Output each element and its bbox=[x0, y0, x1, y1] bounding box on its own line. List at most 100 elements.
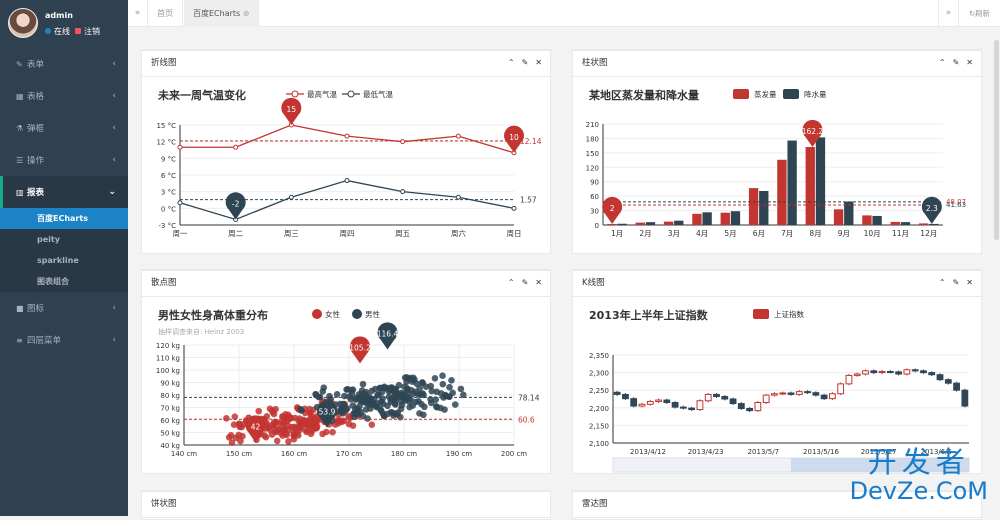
scatter-point-male bbox=[431, 375, 439, 382]
scatter-point-male bbox=[439, 380, 447, 388]
y-tick-label: 180 bbox=[586, 135, 599, 143]
x-tick-label: 2013/6/5 bbox=[921, 448, 952, 456]
wrench-icon[interactable]: ✎ bbox=[952, 278, 960, 287]
average-label: 1.57 bbox=[520, 196, 537, 205]
candle bbox=[630, 398, 638, 407]
scatter-point-female bbox=[304, 417, 311, 425]
menu-item-icons[interactable]: ■ 图标 ‹ bbox=[0, 292, 128, 324]
scatter-point-male bbox=[448, 377, 455, 384]
user-status: 在线 注销 bbox=[45, 26, 100, 37]
panel-title: 雷达图 bbox=[582, 499, 608, 509]
scatter-point-male bbox=[427, 382, 435, 390]
menu-label: 图标 bbox=[27, 304, 45, 314]
data-point bbox=[177, 200, 183, 206]
menu-item-four-level[interactable]: ≡ 四层菜单 ‹ bbox=[0, 324, 128, 356]
menu-item-form[interactable]: ✎ 表单 ‹ bbox=[0, 48, 128, 80]
scatter-point-female bbox=[228, 439, 236, 446]
y-tick-label: 9 °C bbox=[161, 155, 176, 163]
scatter-point-male bbox=[345, 393, 353, 400]
y-tick-label: 60 bbox=[590, 193, 599, 201]
y-tick-label: 70 kg bbox=[160, 405, 180, 413]
x-tick-label: 6月 bbox=[753, 229, 765, 238]
x-tick-label: 12月 bbox=[920, 229, 937, 238]
double-left-icon: « bbox=[134, 8, 141, 18]
refresh-button[interactable]: ↻刷新 bbox=[958, 0, 1000, 27]
menu-item-operation[interactable]: ☰ 操作 ‹ bbox=[0, 144, 128, 176]
close-icon[interactable]: ✕ bbox=[966, 278, 973, 287]
bar bbox=[890, 221, 900, 225]
scatter-point-female bbox=[368, 421, 376, 428]
collapse-icon[interactable]: ⌃ bbox=[938, 58, 946, 67]
y-tick-label: 120 kg bbox=[156, 342, 180, 350]
scatter-point-male bbox=[377, 406, 384, 413]
wrench-icon[interactable]: ✎ bbox=[521, 58, 529, 67]
legend-swatch bbox=[733, 89, 749, 99]
y-tick-label: 150 bbox=[586, 150, 599, 158]
legend-swatch-dot bbox=[347, 90, 355, 98]
scatter-point-female bbox=[230, 421, 238, 428]
average-label: 60.6 bbox=[518, 415, 535, 424]
y-tick-label: 100 kg bbox=[156, 367, 180, 375]
scrollbar[interactable] bbox=[994, 40, 999, 240]
close-icon[interactable]: ✕ bbox=[966, 58, 973, 67]
bar bbox=[607, 224, 617, 225]
scatter-point-male bbox=[446, 383, 453, 391]
collapse-icon[interactable]: ⌃ bbox=[507, 278, 515, 287]
legend-swatch bbox=[352, 309, 362, 319]
candle bbox=[754, 402, 762, 412]
kline-chart-panel: K线图 ⌃ ✎ ✕ 2013年上半年上证指数 上证指数 2,100 2,150 2,200 2… bbox=[572, 269, 982, 474]
submenu-item-echarts[interactable]: 百度ECharts bbox=[0, 208, 128, 229]
watermark-line1: 开发者 bbox=[867, 445, 970, 479]
collapse-icon[interactable]: ⌃ bbox=[507, 58, 515, 67]
y-tick-label: 12 °C bbox=[156, 139, 176, 147]
scroll-right-button[interactable]: » bbox=[938, 0, 958, 27]
menu-item-report[interactable]: ▥ 报表 ⌄ bbox=[0, 176, 128, 208]
submenu-item-combo[interactable]: 图表组合 bbox=[37, 277, 69, 286]
data-point bbox=[400, 189, 406, 195]
submenu-item-sparkline[interactable]: sparkline bbox=[37, 256, 79, 265]
x-tick-label: 2013/5/16 bbox=[803, 448, 839, 456]
legend-label: 男性 bbox=[365, 309, 380, 319]
close-icon[interactable]: ⊗ bbox=[242, 9, 250, 18]
legend-label: 上证指数 bbox=[774, 309, 804, 319]
menu-item-dialog[interactable]: ⚗ 弹框 ‹ bbox=[0, 112, 128, 144]
bar bbox=[730, 211, 741, 225]
bar-chart-icon: ▥ bbox=[16, 187, 24, 197]
menu-label: 表单 bbox=[27, 60, 45, 70]
collapse-icon[interactable]: ⌃ bbox=[938, 278, 946, 287]
candle bbox=[762, 394, 770, 404]
x-tick-label: 150 cm bbox=[226, 450, 252, 458]
legend-label: 蒸发量 bbox=[754, 89, 777, 99]
close-icon[interactable]: ✕ bbox=[535, 278, 542, 287]
sidebar: admin 在线 注销 ✎ 表单 ‹ ▦ 表格 ‹ ⚗ 弹框 ‹ ☰ 操作 ‹ ▥ 报表 ⌄ 百度E… bbox=[0, 0, 128, 516]
wrench-icon[interactable]: ✎ bbox=[952, 58, 960, 67]
min-marker-label: 10 bbox=[509, 133, 519, 142]
username[interactable]: admin bbox=[45, 11, 73, 20]
close-icon[interactable]: ✕ bbox=[535, 58, 542, 67]
y-tick-label: 80 kg bbox=[160, 392, 180, 400]
bar bbox=[720, 212, 730, 225]
tab-echarts[interactable]: 百度ECharts ⊗ bbox=[184, 0, 260, 27]
logout-link[interactable]: 注销 bbox=[75, 26, 100, 37]
panel-header: K线图 ⌃ ✎ ✕ bbox=[573, 271, 981, 297]
candle bbox=[804, 391, 811, 394]
avatar[interactable] bbox=[8, 8, 38, 38]
flask-icon: ⚗ bbox=[16, 123, 24, 133]
data-point bbox=[233, 144, 239, 150]
online-dot-icon bbox=[45, 28, 51, 34]
menu-item-table[interactable]: ▦ 表格 ‹ bbox=[0, 80, 128, 112]
scatter-point-male bbox=[361, 391, 369, 398]
chevron-left-icon: ‹ bbox=[112, 91, 116, 101]
chart-title: 2013年上半年上证指数 bbox=[589, 308, 709, 322]
scatter-point-male bbox=[315, 393, 322, 401]
panel-tools: ⌃ ✎ ✕ bbox=[939, 51, 973, 75]
candle bbox=[920, 370, 927, 374]
tab-home[interactable]: 首页 bbox=[148, 0, 183, 27]
scroll-left-button[interactable]: « bbox=[128, 0, 148, 27]
x-tick-label: 11月 bbox=[892, 229, 909, 238]
submenu-item-peity[interactable]: peity bbox=[37, 235, 60, 244]
x-tick-label: 周一 bbox=[173, 229, 188, 238]
wrench-icon[interactable]: ✎ bbox=[521, 278, 529, 287]
panel-title: 折线图 bbox=[151, 58, 177, 68]
